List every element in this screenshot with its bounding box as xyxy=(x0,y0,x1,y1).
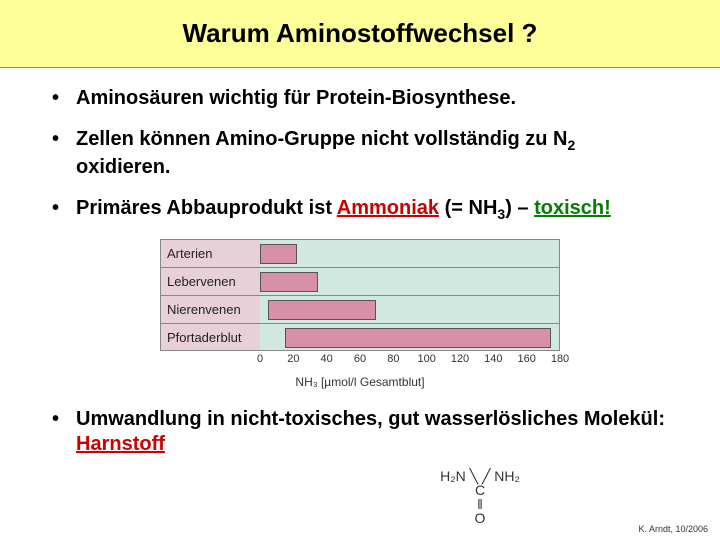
chart-row: Nierenvenen xyxy=(160,295,560,323)
chart-bar xyxy=(260,272,318,292)
bullet-dot: • xyxy=(48,127,76,180)
axis-tick: 160 xyxy=(517,353,535,365)
bullet-3-text: Primäres Abbauprodukt ist Ammoniak (= NH… xyxy=(76,196,672,224)
chart-row-label: Nierenvenen xyxy=(160,295,260,323)
bullet-4: • Umwandlung in nicht-toxisches, gut was… xyxy=(48,407,672,457)
chart-row-label: Pfortaderblut xyxy=(160,323,260,351)
axis-tick: 120 xyxy=(451,353,469,365)
chart-row-zone xyxy=(260,323,560,351)
axis-tick: 60 xyxy=(354,353,366,365)
bullet-2-text: Zellen können Amino-Gruppe nicht vollstä… xyxy=(76,127,672,180)
page-title: Warum Aminostoffwechsel ? xyxy=(183,18,538,49)
chart-row-zone xyxy=(260,239,560,267)
chart-row-zone xyxy=(260,267,560,295)
bullet-4-text: Umwandlung in nicht-toxisches, gut wasse… xyxy=(76,407,672,457)
footer-credit: K. Arndt, 10/2006 xyxy=(638,524,708,534)
urea-structure: H₂N ╲ ╱ NH₂ C ‖ O xyxy=(288,469,672,525)
chart-row-label: Arterien xyxy=(160,239,260,267)
axis-tick: 140 xyxy=(484,353,502,365)
bullet-1-text: Aminosäuren wichtig für Protein-Biosynth… xyxy=(76,86,672,111)
chart-axis-label: NH₃ [µmol/l Gesamtblut] xyxy=(160,375,560,389)
chart-row: Lebervenen xyxy=(160,267,560,295)
chart-bar xyxy=(260,244,297,264)
chart-row: Pfortaderblut xyxy=(160,323,560,351)
axis-tick: 20 xyxy=(287,353,299,365)
axis-tick: 180 xyxy=(551,353,569,365)
bullet-dot: • xyxy=(48,407,76,457)
chart-row-zone xyxy=(260,295,560,323)
bullet-dot: • xyxy=(48,86,76,111)
bullet-1: • Aminosäuren wichtig für Protein-Biosyn… xyxy=(48,86,672,111)
bullet-3: • Primäres Abbauprodukt ist Ammoniak (= … xyxy=(48,196,672,224)
nh3-chart: ArterienLebervenenNierenvenenPfortaderbl… xyxy=(160,239,560,389)
axis-tick: 40 xyxy=(321,353,333,365)
chart-row-label: Lebervenen xyxy=(160,267,260,295)
axis-tick: 100 xyxy=(417,353,435,365)
chart-row: Arterien xyxy=(160,239,560,267)
bullet-2: • Zellen können Amino-Gruppe nicht volls… xyxy=(48,127,672,180)
chart-bar xyxy=(285,328,551,348)
bullet-dot: • xyxy=(48,196,76,224)
axis-tick: 80 xyxy=(387,353,399,365)
chart-axis: 020406080100120140160180 xyxy=(160,353,560,373)
axis-tick: 0 xyxy=(257,353,263,365)
chart-bar xyxy=(268,300,376,320)
